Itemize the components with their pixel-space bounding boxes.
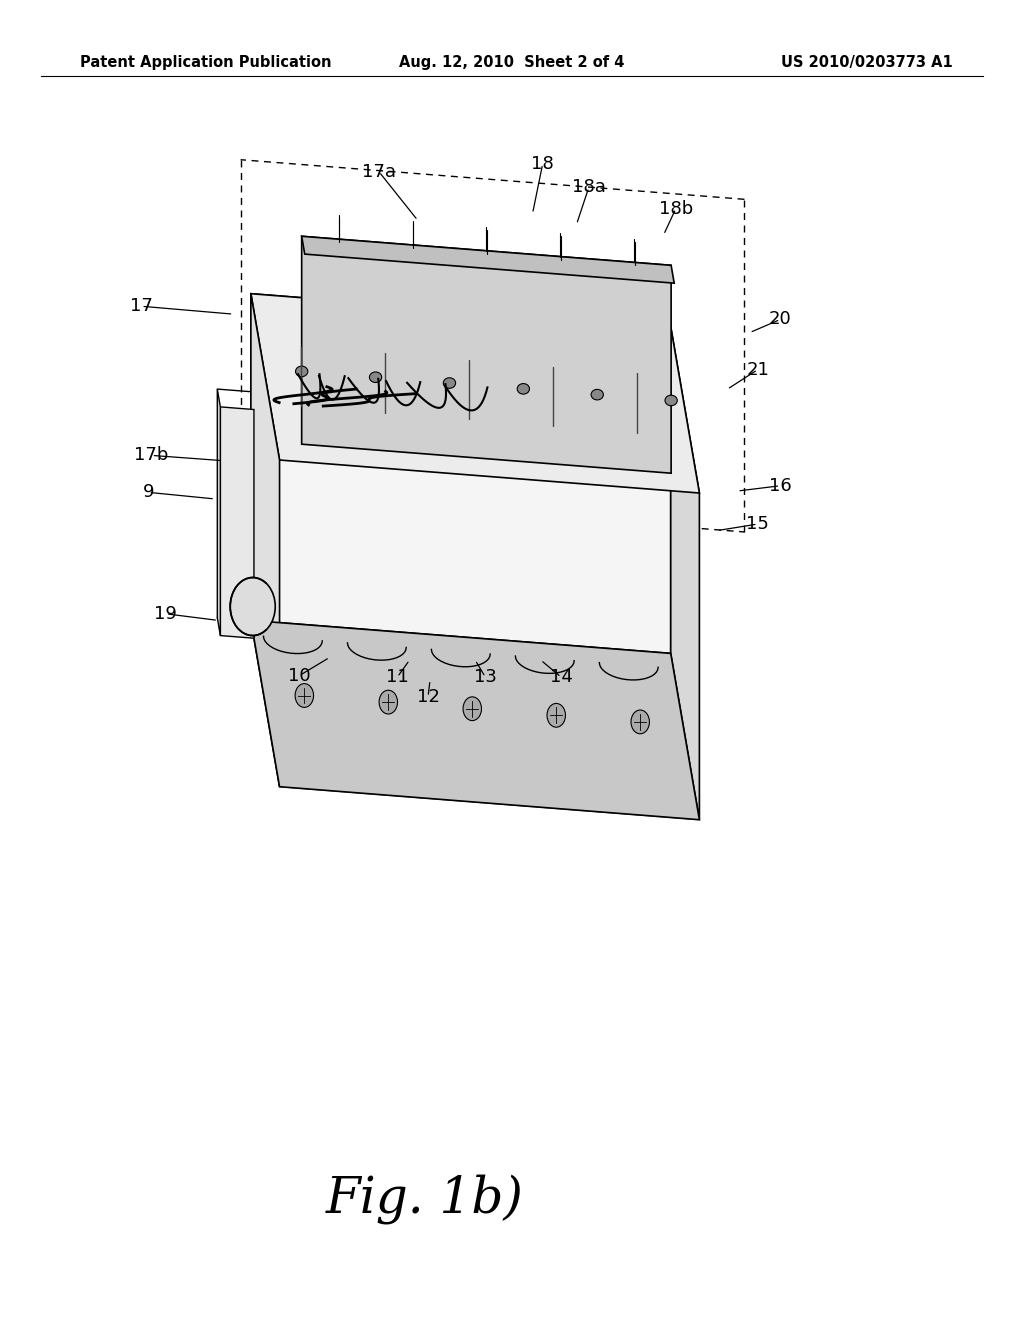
Polygon shape xyxy=(302,236,674,282)
Text: 18: 18 xyxy=(531,154,554,173)
Text: 10: 10 xyxy=(288,667,310,685)
Polygon shape xyxy=(251,293,699,492)
Polygon shape xyxy=(251,293,671,653)
Ellipse shape xyxy=(591,389,603,400)
Text: 16: 16 xyxy=(769,477,792,495)
Ellipse shape xyxy=(665,395,677,405)
Ellipse shape xyxy=(370,372,382,383)
Text: 21: 21 xyxy=(746,360,769,379)
Polygon shape xyxy=(251,620,699,820)
Text: 11: 11 xyxy=(386,668,409,686)
Ellipse shape xyxy=(517,384,529,395)
Text: Patent Application Publication: Patent Application Publication xyxy=(80,54,332,70)
Text: 13: 13 xyxy=(474,668,497,686)
Text: 15: 15 xyxy=(746,515,769,533)
Text: US 2010/0203773 A1: US 2010/0203773 A1 xyxy=(780,54,952,70)
Polygon shape xyxy=(280,461,699,820)
Text: 17a: 17a xyxy=(361,162,396,181)
Circle shape xyxy=(463,697,481,721)
Polygon shape xyxy=(671,327,699,820)
Text: Aug. 12, 2010  Sheet 2 of 4: Aug. 12, 2010 Sheet 2 of 4 xyxy=(399,54,625,70)
Circle shape xyxy=(295,684,313,708)
Text: 19: 19 xyxy=(155,605,177,623)
Text: 14: 14 xyxy=(550,668,572,686)
Circle shape xyxy=(230,578,275,636)
Circle shape xyxy=(547,704,565,727)
Text: 9: 9 xyxy=(142,483,155,502)
Text: Fig. 1b): Fig. 1b) xyxy=(326,1173,524,1224)
Ellipse shape xyxy=(443,378,456,388)
Text: 18b: 18b xyxy=(658,199,693,218)
Polygon shape xyxy=(220,407,254,638)
Text: 17: 17 xyxy=(130,297,153,315)
Text: 18a: 18a xyxy=(571,178,606,197)
Circle shape xyxy=(631,710,649,734)
Circle shape xyxy=(379,690,397,714)
Ellipse shape xyxy=(296,366,308,376)
Polygon shape xyxy=(302,236,671,473)
Text: 12: 12 xyxy=(417,688,439,706)
Text: 17b: 17b xyxy=(134,446,169,465)
Polygon shape xyxy=(217,389,220,635)
Polygon shape xyxy=(251,293,280,787)
Text: 20: 20 xyxy=(769,310,792,329)
